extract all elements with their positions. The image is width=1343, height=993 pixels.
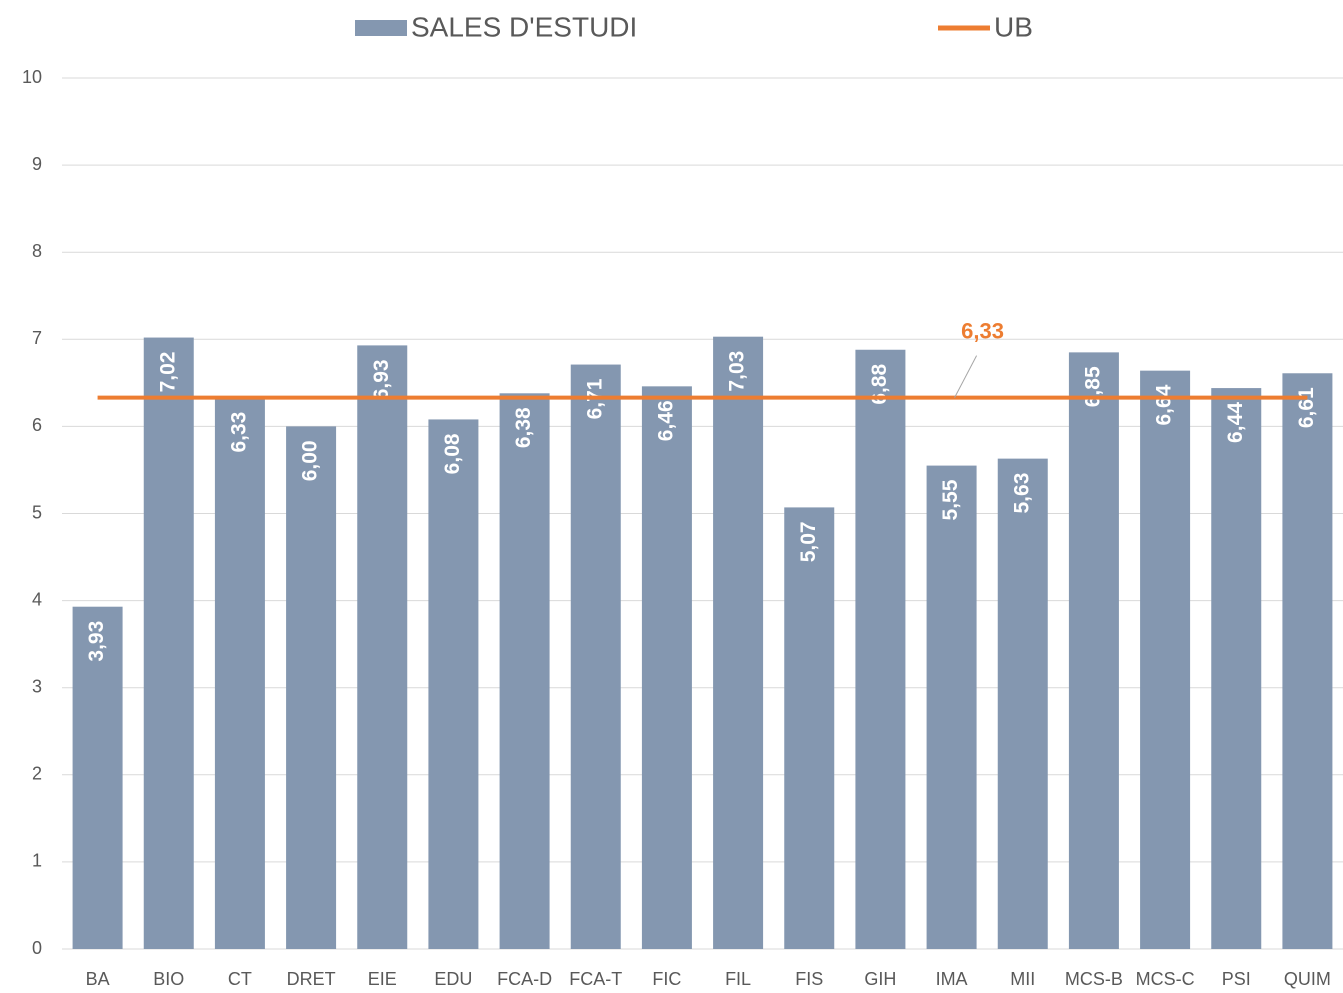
bar (713, 336, 764, 949)
x-tick-label: MCS-C (1136, 969, 1195, 989)
x-tick-label: CT (228, 969, 252, 989)
x-tick-label: FIL (725, 969, 751, 989)
y-tick-label: 5 (32, 502, 42, 522)
bar (570, 364, 621, 950)
x-tick-label: GIH (864, 969, 896, 989)
bar (784, 507, 835, 949)
y-tick-label: 7 (32, 328, 42, 348)
data-label: 6,61 (1295, 387, 1318, 428)
x-tick-label: IMA (936, 969, 968, 989)
x-tick-label: EDU (434, 969, 472, 989)
data-label: 6,00 (299, 440, 322, 481)
y-tick-label: 0 (32, 938, 42, 958)
x-tick-label: PSI (1222, 969, 1251, 989)
bar (428, 419, 479, 949)
x-tick-label: FCA-T (569, 969, 622, 989)
legend-label: SALES D'ESTUDI (411, 11, 637, 42)
bar (926, 465, 977, 949)
data-label: 6,85 (1081, 366, 1104, 407)
bar (286, 426, 337, 949)
bar (72, 606, 123, 949)
data-label: 6,38 (512, 407, 535, 448)
x-tick-label: BA (86, 969, 110, 989)
x-tick-label: BIO (153, 969, 184, 989)
data-label: 6,64 (1153, 384, 1176, 425)
y-tick-label: 10 (22, 67, 42, 87)
y-tick-label: 9 (32, 154, 42, 174)
y-tick-label: 1 (32, 851, 42, 871)
y-tick-label: 4 (32, 589, 42, 609)
bar (641, 386, 692, 950)
legend-swatch (355, 20, 407, 36)
data-label: 6,88 (868, 363, 891, 404)
x-tick-label: FCA-D (497, 969, 552, 989)
y-tick-label: 6 (32, 415, 42, 435)
data-label: 6,08 (441, 433, 464, 474)
bar (1211, 388, 1262, 949)
x-tick-label: MII (1010, 969, 1035, 989)
data-label: 6,33 (961, 318, 1004, 343)
data-label: 6,93 (370, 359, 393, 400)
legend-label: UB (994, 11, 1033, 42)
x-tick-label: QUIM (1284, 969, 1331, 989)
data-label: 5,55 (939, 479, 962, 520)
x-tick-label: FIS (795, 969, 823, 989)
bar (143, 337, 194, 950)
y-tick-label: 3 (32, 676, 42, 696)
data-label: 6,44 (1224, 402, 1247, 443)
data-label: 7,02 (156, 352, 179, 393)
y-tick-label: 2 (32, 764, 42, 784)
bar (1282, 373, 1333, 949)
bar (357, 345, 408, 950)
bar (499, 393, 550, 949)
bar (1068, 352, 1119, 949)
x-tick-label: DRET (287, 969, 336, 989)
data-label: 3,93 (85, 621, 108, 662)
bar (214, 397, 265, 950)
data-label: 6,33 (227, 412, 250, 453)
data-label: 7,03 (726, 351, 749, 392)
bar (997, 458, 1048, 949)
data-label: 6,46 (654, 400, 677, 441)
y-tick-label: 8 (32, 241, 42, 261)
bar (1140, 370, 1191, 949)
data-label: 5,63 (1010, 473, 1033, 514)
bar (855, 349, 906, 949)
x-tick-label: EIE (368, 969, 397, 989)
x-tick-label: MCS-B (1065, 969, 1123, 989)
data-label: 5,07 (797, 521, 820, 562)
leader-line (954, 355, 978, 398)
x-tick-label: FIC (652, 969, 681, 989)
